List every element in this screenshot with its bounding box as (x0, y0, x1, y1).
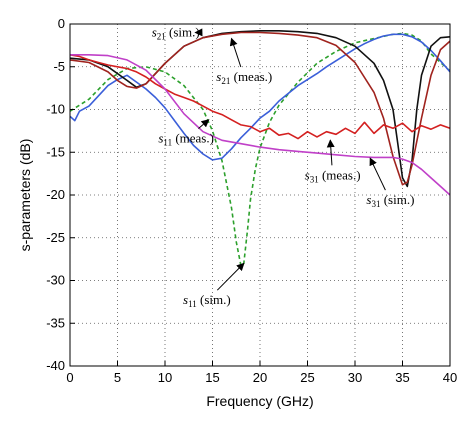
x-tick-label: 35 (395, 370, 409, 385)
annotation-label: s31 (meas.) (305, 167, 361, 184)
x-tick-label: 5 (114, 370, 121, 385)
axis-ticks: 0 5 10 15 20 25 30 35 40 0 -5 -10 -15 -20 -25 -30 -35 -40 (46, 16, 457, 385)
annotation-arrow (369, 157, 386, 191)
annotation-label: s21 (meas.) (216, 69, 272, 86)
x-tick-label: 10 (158, 370, 172, 385)
x-axis-label: Frequency (GHz) (206, 393, 313, 409)
x-tick-label: 25 (300, 370, 314, 385)
x-tick-label: 15 (205, 370, 219, 385)
y-tick-label: -30 (46, 273, 65, 288)
y-tick-label: -35 (46, 315, 65, 330)
y-axis-label: s-parameters (dB) (17, 139, 33, 252)
annotation-label: s11 (sim.) (183, 292, 231, 309)
series-line-1 (69, 33, 451, 161)
annotation-label: s31 (sim.) (366, 192, 414, 209)
y-tick-label: -25 (46, 230, 65, 245)
series-line-3 (69, 31, 451, 186)
x-tick-label: 30 (348, 370, 362, 385)
y-tick-label: 0 (58, 16, 65, 31)
y-tick-label: -10 (46, 102, 65, 117)
annotation-label: s11 (meas.) (158, 131, 214, 148)
y-tick-label: -20 (46, 187, 65, 202)
series-lines (69, 29, 451, 267)
series-line-4 (69, 54, 451, 140)
annotations: s21 (sim.) s21 (meas.) s11 (meas.) s11 (sim… (152, 25, 415, 310)
annotation-arrow (326, 139, 335, 166)
y-tick-label: -5 (53, 59, 65, 74)
annotation-arrow (198, 119, 210, 129)
series-line-5 (70, 53, 451, 196)
x-tick-label: 0 (66, 370, 73, 385)
y-tick-label: -40 (46, 358, 65, 373)
grid (70, 24, 450, 366)
annotation-arrow (216, 262, 245, 291)
x-tick-label: 40 (443, 370, 457, 385)
y-tick-label: -15 (46, 144, 65, 159)
x-tick-label: 20 (253, 370, 267, 385)
annotation-arrow (229, 37, 242, 68)
annotation-label: s21 (sim.) (152, 25, 200, 42)
